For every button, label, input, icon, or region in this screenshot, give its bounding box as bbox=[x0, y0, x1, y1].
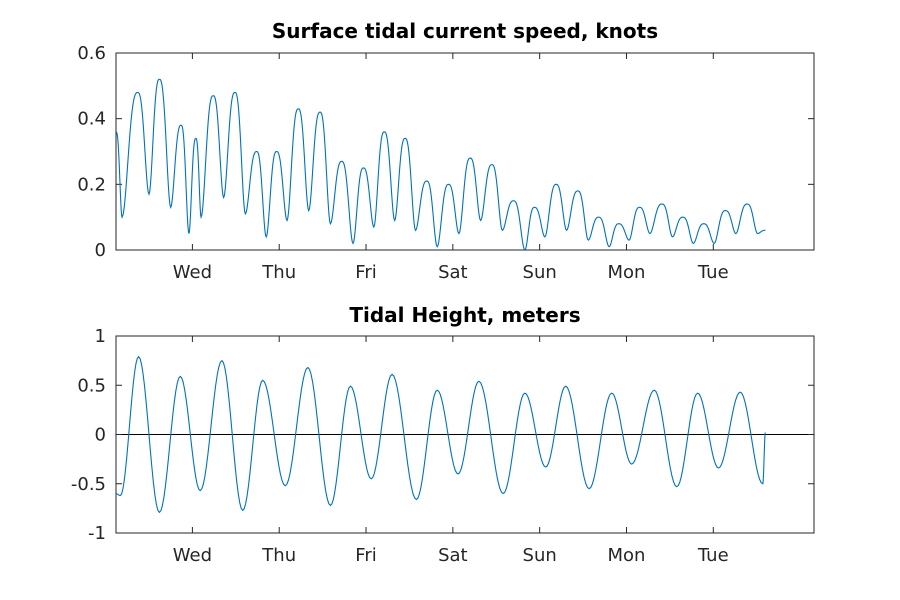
tidal-height-series-line bbox=[115, 355, 766, 514]
current-speed-plot-area bbox=[115, 52, 815, 251]
tidal-height-x-ticks: Wed Thu Fri Sat Sun Mon Tue bbox=[173, 336, 729, 566]
current-speed-x-ticks: Wed Thu Fri Sat Sun Mon Tue bbox=[173, 53, 729, 283]
current-speed-series-line bbox=[115, 78, 766, 251]
tidal-height-chart: Tidal Height, meters -1 -0.5 0 0.5 1 Wed Thu F… bbox=[71, 303, 815, 566]
tidal-height-y-tick-label: 1 bbox=[95, 326, 106, 347]
tidal-height-x-tick-label: Sun bbox=[523, 545, 557, 566]
current-speed-x-tick-label: Tue bbox=[697, 262, 729, 283]
tidal-height-x-tick-label: Tue bbox=[697, 545, 729, 566]
tidal-height-y-tick-label: 0 bbox=[95, 425, 106, 446]
tidal-height-x-tick-label: Wed bbox=[173, 545, 212, 566]
tidal-height-x-tick-label: Fri bbox=[355, 545, 376, 566]
current-speed-x-tick-label: Thu bbox=[261, 262, 296, 283]
current-speed-x-tick-label: Sun bbox=[523, 262, 557, 283]
tidal-height-y-tick-label: -0.5 bbox=[71, 474, 106, 495]
tidal-height-y-ticks: -1 -0.5 0 0.5 1 bbox=[71, 326, 814, 544]
current-speed-y-tick-label: 0 bbox=[95, 240, 106, 261]
tidal-height-x-tick-label: Sat bbox=[438, 545, 468, 566]
tidal-height-x-tick-label: Thu bbox=[261, 545, 296, 566]
tidal-height-y-tick-label: 0.5 bbox=[77, 375, 106, 396]
current-speed-y-tick-label: 0.6 bbox=[77, 43, 106, 64]
tidal-height-x-tick-label: Mon bbox=[608, 545, 646, 566]
tidal-height-y-tick-label: -1 bbox=[88, 523, 106, 544]
current-speed-x-tick-label: Mon bbox=[608, 262, 646, 283]
current-speed-y-ticks: 0 0.2 0.4 0.6 bbox=[77, 43, 814, 261]
current-speed-chart: Surface tidal current speed, knots 00.20… bbox=[77, 19, 815, 283]
current-speed-y-tick-label: 0.2 bbox=[77, 174, 106, 195]
tidal-height-title: Tidal Height, meters bbox=[349, 303, 580, 327]
current-speed-title: Surface tidal current speed, knots bbox=[272, 19, 658, 43]
current-speed-x-tick-label: Fri bbox=[355, 262, 376, 283]
current-speed-x-tick-label: Wed bbox=[173, 262, 212, 283]
current-speed-x-tick-label: Sat bbox=[438, 262, 468, 283]
current-speed-y-tick-label: 0.4 bbox=[77, 109, 106, 130]
